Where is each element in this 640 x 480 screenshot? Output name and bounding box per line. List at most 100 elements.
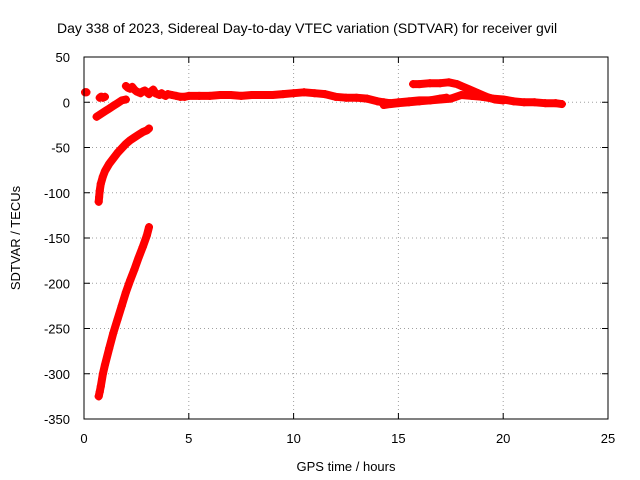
data-point — [321, 90, 330, 99]
data-point — [121, 95, 130, 104]
series-4-trace — [94, 223, 153, 401]
data-point — [237, 91, 246, 100]
data-point — [113, 148, 122, 157]
data-point — [144, 223, 153, 232]
data-point — [268, 91, 277, 100]
y-tick-label: 0 — [63, 95, 70, 110]
data-point — [98, 172, 107, 181]
data-point — [100, 92, 109, 101]
data-point — [117, 144, 126, 153]
data-point — [425, 79, 434, 88]
data-point — [121, 139, 130, 148]
x-tick-label: 20 — [496, 431, 510, 446]
data-point — [98, 369, 107, 378]
data-point — [126, 276, 135, 285]
data-point — [94, 392, 103, 401]
data-point — [113, 315, 122, 324]
data-point — [144, 124, 153, 133]
x-tick-labels: 0 5 10 15 20 25 — [80, 431, 615, 446]
data-point — [279, 90, 288, 99]
data-point — [184, 91, 193, 100]
data-point — [482, 92, 491, 101]
data-point — [109, 101, 118, 110]
data-point — [499, 96, 508, 105]
data-point — [96, 179, 105, 188]
tick-marks — [83, 56, 609, 420]
data-point — [465, 85, 474, 94]
data-point — [105, 104, 114, 113]
data-point — [195, 91, 204, 100]
data-point — [394, 99, 403, 108]
series-3-trace — [94, 124, 153, 206]
data-point — [96, 382, 105, 391]
data-point — [457, 91, 466, 100]
data-point — [109, 154, 118, 163]
data-point — [509, 97, 518, 106]
data-point — [289, 89, 298, 98]
data-point — [557, 100, 566, 109]
y-tick-label: 50 — [56, 50, 70, 65]
data-point — [100, 360, 109, 369]
data-point — [105, 344, 114, 353]
data-point — [444, 78, 453, 87]
x-tick-label: 25 — [601, 431, 615, 446]
data-point — [425, 96, 434, 105]
data-point — [352, 93, 361, 102]
data-point — [404, 98, 413, 107]
data-point — [117, 301, 126, 310]
data-point — [415, 80, 424, 89]
x-tick-label: 0 — [80, 431, 87, 446]
data-point — [95, 387, 104, 396]
data-point — [300, 88, 309, 97]
data-point — [138, 243, 147, 252]
y-tick-label: -50 — [51, 141, 70, 156]
grid-lines — [84, 57, 608, 419]
data-point — [109, 329, 118, 338]
data-point — [258, 91, 267, 100]
data-point — [96, 110, 105, 119]
y-tick-labels: 50 0 -50 -100 -150 -200 -250 -300 -350 — [44, 50, 70, 427]
data-point — [216, 91, 225, 100]
data-point — [100, 107, 109, 116]
data-point — [457, 81, 466, 90]
data-point — [436, 79, 445, 88]
chart-title: Day 338 of 2023, Sidereal Day-to-day VTE… — [57, 20, 557, 36]
data-point — [134, 253, 143, 262]
data-point — [474, 89, 483, 98]
data-point — [520, 98, 529, 107]
data-point — [415, 97, 424, 106]
data-point — [226, 91, 235, 100]
data-point — [331, 92, 340, 101]
data-point — [541, 99, 550, 108]
data-point — [205, 91, 214, 100]
data-point — [490, 95, 499, 104]
data-point — [362, 94, 371, 103]
data-point — [130, 133, 139, 142]
data-point — [92, 112, 101, 121]
x-tick-label: 15 — [391, 431, 405, 446]
x-tick-label: 5 — [185, 431, 192, 446]
y-tick-label: -150 — [44, 231, 70, 246]
y-tick-label: -250 — [44, 322, 70, 337]
data-point — [138, 128, 147, 137]
y-tick-label: -200 — [44, 276, 70, 291]
data-point — [142, 231, 151, 240]
data-point — [247, 91, 256, 100]
x-tick-label: 10 — [286, 431, 300, 446]
data-point — [310, 89, 319, 98]
y-tick-label: -100 — [44, 186, 70, 201]
data-point — [134, 130, 143, 139]
data-point — [442, 93, 451, 102]
data-points — [81, 78, 566, 401]
data-point — [386, 100, 395, 109]
plot-frame — [83, 56, 609, 420]
data-point — [530, 98, 539, 107]
x-axis-label: GPS time / hours — [297, 459, 396, 474]
data-point — [105, 159, 114, 168]
data-point — [342, 93, 350, 102]
data-point — [113, 99, 122, 108]
data-point — [95, 186, 104, 195]
data-point — [453, 80, 462, 89]
data-point — [126, 136, 135, 145]
